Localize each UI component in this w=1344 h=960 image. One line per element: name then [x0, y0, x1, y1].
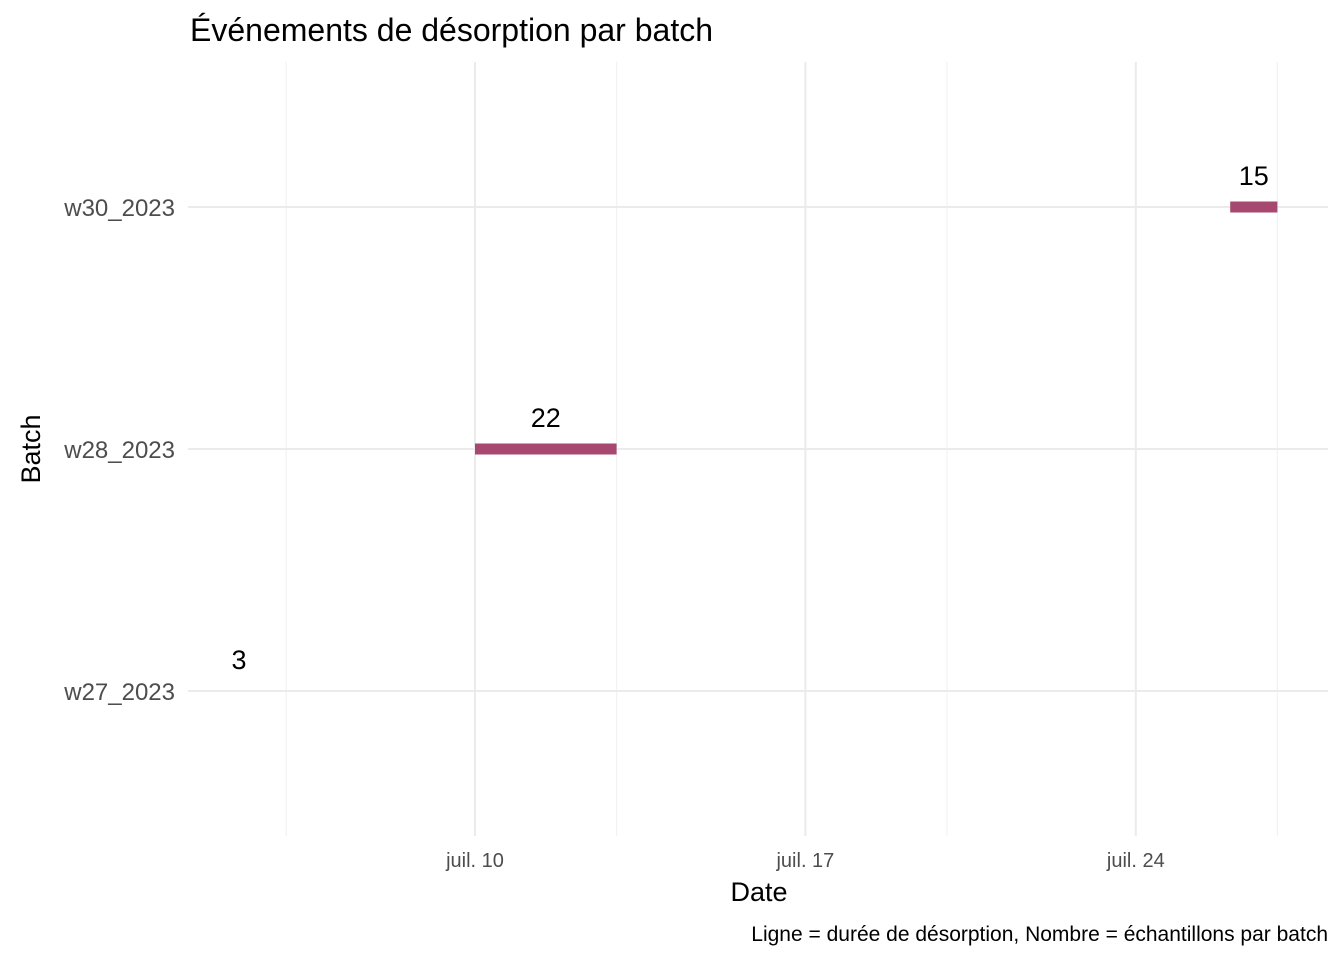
y-tick-label: w27_2023 — [63, 679, 175, 706]
x-tick-label: juil. 17 — [775, 850, 834, 872]
y-tick-label: w28_2023 — [63, 437, 175, 464]
x-tick-label: juil. 10 — [445, 850, 504, 872]
segments — [475, 201, 1278, 455]
x-axis-title: Date — [730, 877, 787, 907]
sample-count-label: 3 — [231, 645, 246, 675]
chart-caption: Ligne = durée de désorption, Nombre = éc… — [751, 923, 1328, 946]
x-tick-label: juil. 24 — [1106, 850, 1165, 872]
y-axis-title: Batch — [16, 414, 46, 483]
chart-title: Événements de désorption par batch — [190, 12, 713, 48]
sample-count-label: 15 — [1239, 161, 1269, 191]
x-axis-ticks: juil. 10 juil. 17 juil. 24 — [445, 850, 1165, 872]
grid — [188, 62, 1328, 836]
y-axis-ticks: w27_2023 w28_2023 w30_2023 — [63, 195, 175, 706]
sample-count-label: 22 — [531, 403, 561, 433]
count-labels: 3 22 15 — [231, 161, 1268, 675]
y-tick-label: w30_2023 — [63, 195, 175, 222]
